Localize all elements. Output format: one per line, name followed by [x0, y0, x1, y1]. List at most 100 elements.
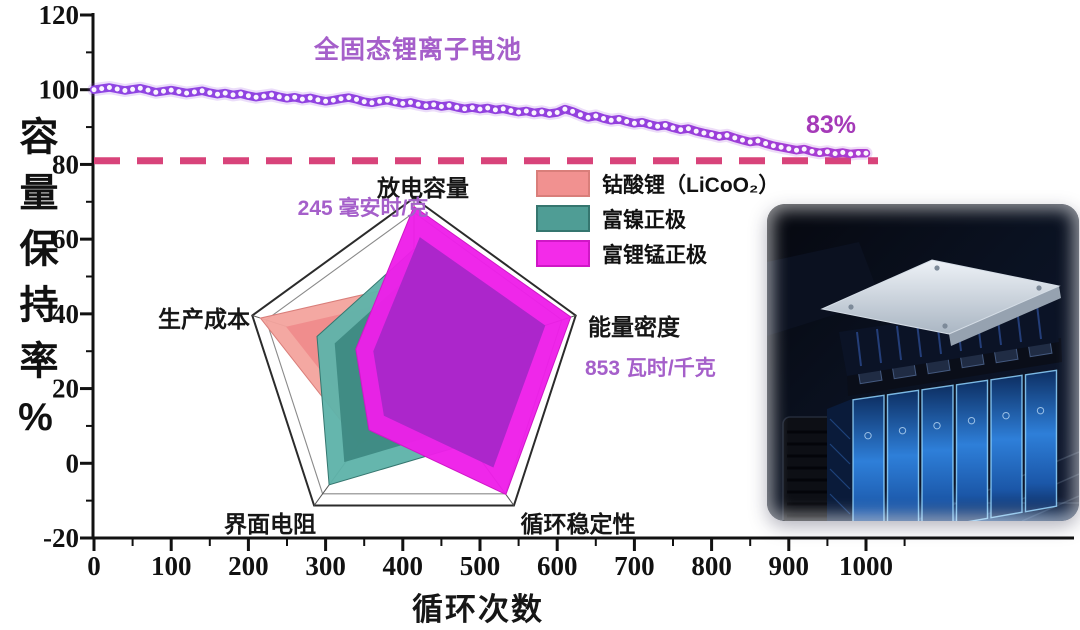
legend-item-nickel-rich: 富镍正极 [536, 204, 779, 233]
curve-marker [601, 116, 606, 121]
x-tick-label: 500 [460, 551, 501, 581]
curve-marker [848, 151, 854, 157]
radar-series-2 [355, 205, 572, 496]
curve-marker [523, 108, 529, 114]
curve-marker [369, 100, 375, 106]
curve-marker [462, 106, 468, 112]
curve-marker [492, 107, 498, 113]
curve-marker [724, 132, 730, 138]
curve-marker [338, 96, 344, 102]
curve-marker [547, 111, 552, 117]
curve-marker [346, 95, 352, 101]
curve-marker [817, 150, 823, 156]
x-tick-label: 600 [537, 551, 578, 581]
curve-marker [207, 90, 213, 96]
capacity-curve [87, 81, 873, 161]
curve-marker [431, 102, 437, 108]
curve-marker [292, 94, 298, 100]
battery-cell-mark [967, 416, 976, 425]
curve-marker [863, 150, 869, 156]
y-tick-label: 80 [52, 149, 79, 179]
curve-marker [577, 112, 583, 118]
curve-marker [608, 117, 614, 123]
curve-marker [755, 138, 761, 144]
radar-axis-production-cost: 生产成本 [158, 306, 250, 332]
legend-label-licoo2: 钴酸锂（LiCoO₂） [602, 173, 780, 197]
curve-marker [106, 85, 112, 90]
curve-marker [230, 92, 236, 98]
curve-marker [91, 87, 97, 93]
radar-chart [251, 196, 577, 507]
curve-marker [740, 137, 745, 143]
curve-marker [215, 91, 220, 97]
curve-marker [516, 109, 522, 115]
curve-marker [531, 110, 537, 116]
curve-marker [624, 119, 630, 124]
curve-marker [840, 150, 846, 155]
curve-marker [678, 127, 684, 133]
radar-axis-energy-density: 能量密度 [588, 314, 680, 340]
curve-marker [701, 130, 707, 136]
side-shimmer [829, 418, 851, 515]
radar-axis-cycle-stability: 循环稳定性 [520, 511, 636, 537]
legend-swatch-li-mn-rich [536, 240, 590, 267]
curve-marker [137, 85, 143, 91]
battery-cell [852, 394, 885, 521]
curve-marker [354, 96, 359, 102]
curve-marker [122, 88, 128, 93]
curve-marker [307, 95, 313, 101]
battery-cell-mark [1036, 406, 1045, 415]
curve-marker [330, 97, 336, 103]
battery-cells [852, 369, 1058, 521]
curve-marker [469, 105, 475, 111]
x-tick-label: 100 [151, 551, 192, 581]
curve-marker [655, 123, 661, 129]
top-plate [820, 259, 1061, 346]
y-tick-label: -20 [43, 523, 79, 553]
battery-illustration [767, 242, 1079, 521]
curve-marker [245, 93, 251, 99]
curve-marker [176, 89, 182, 95]
legend-label-nickel-rich: 富镍正极 [602, 208, 686, 232]
curve-marker [670, 125, 676, 131]
y-tick-label: 120 [39, 0, 80, 30]
curve-marker [539, 109, 545, 115]
y-tick-label: 60 [52, 224, 79, 254]
curve-marker [801, 146, 807, 152]
curve-marker [508, 108, 514, 114]
curve-marker [191, 89, 197, 95]
curve-marker [408, 99, 413, 105]
curve-marker [299, 96, 305, 102]
battery-cell-mark [933, 421, 941, 430]
legend-swatch-licoo2 [536, 170, 590, 197]
curve-marker [145, 87, 151, 93]
curve-marker [454, 104, 460, 110]
curve-marker [593, 113, 599, 119]
legend-item-licoo2: 钴酸锂（LiCoO₂） [536, 169, 779, 198]
end-value-annotation: 83% [805, 111, 857, 139]
curve-marker [855, 150, 861, 156]
y-tick-label: 0 [66, 448, 80, 478]
curve-marker [261, 93, 267, 99]
curve-marker [693, 128, 699, 134]
y-axis-label: 容量保持率% [14, 116, 57, 456]
curve-marker [778, 144, 784, 150]
curve-marker [114, 86, 120, 92]
y-tick-label: 40 [52, 299, 79, 329]
curve-marker [446, 102, 452, 108]
curve-marker [554, 110, 560, 115]
x-tick-label: 0 [87, 551, 101, 581]
battery-cell-mark [864, 431, 872, 440]
curve-marker [438, 104, 444, 109]
legend-swatch-nickel-rich [536, 205, 590, 232]
curve-marker [99, 86, 105, 92]
curve-marker [732, 135, 738, 141]
curve-marker [253, 94, 259, 100]
pack-side-face [827, 399, 852, 521]
curve-marker [184, 90, 190, 96]
curve-marker [276, 94, 282, 100]
battery-cell-mark [1002, 411, 1010, 420]
x-tick-label: 800 [691, 551, 732, 581]
